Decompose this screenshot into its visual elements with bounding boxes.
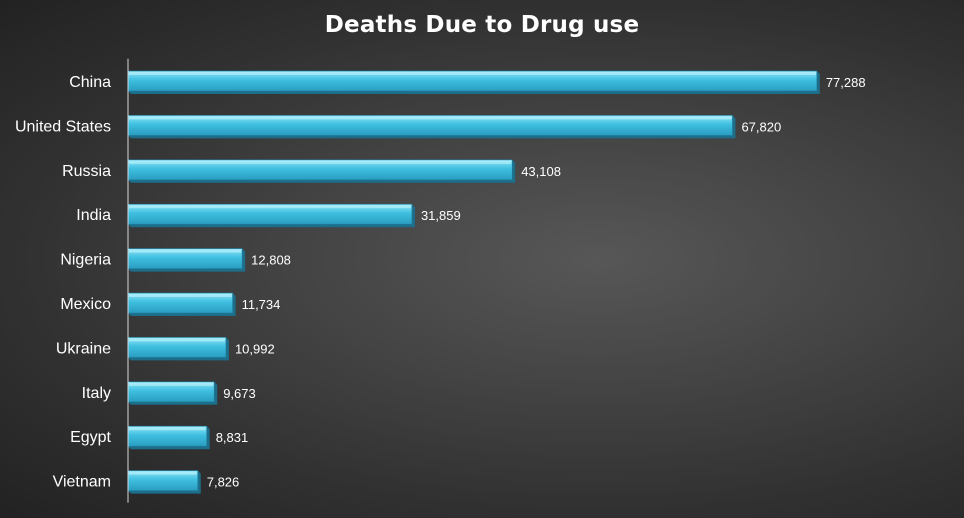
bar-highlight (129, 205, 411, 209)
bars-layer (127, 70, 820, 494)
bar-highlight (129, 160, 512, 164)
category-label: United States (15, 118, 111, 135)
bar-china (127, 70, 820, 94)
data-label: 67,820 (741, 119, 781, 134)
bar-depth (128, 248, 246, 272)
bar-india (127, 203, 415, 228)
data-label: 43,108 (521, 164, 561, 179)
category-label: India (76, 207, 111, 224)
bar-united-states (127, 115, 736, 139)
bar-depth (128, 71, 820, 94)
bar-highlight (129, 382, 214, 386)
bar-depth (128, 293, 236, 316)
bar-egypt (127, 425, 210, 450)
bar-highlight (129, 471, 197, 475)
bar-highlight (129, 72, 816, 75)
data-label: 9,673 (223, 386, 256, 401)
bar-vietnam (127, 470, 201, 494)
data-label: 11,734 (242, 297, 281, 312)
bar-mexico (127, 292, 236, 316)
chart-title: Deaths Due to Drug use (324, 12, 640, 38)
data-label: 7,826 (207, 475, 240, 490)
bar-depth (128, 381, 218, 405)
bar-italy (127, 381, 218, 405)
bar-highlight (129, 427, 206, 431)
bar-highlight (129, 338, 225, 342)
data-label: 10,992 (235, 341, 275, 356)
category-label: Ukraine (56, 340, 111, 357)
bar-depth (128, 470, 201, 494)
bar-russia (127, 159, 516, 183)
bar-highlight (129, 116, 732, 120)
category-label: Egypt (70, 429, 111, 446)
bar-depth (128, 204, 415, 228)
bar-depth (128, 159, 516, 183)
bar-highlight (129, 294, 232, 297)
data-label: 12,808 (251, 253, 291, 268)
category-label: China (69, 74, 111, 91)
bar-depth (128, 426, 210, 450)
category-label: Mexico (60, 296, 111, 313)
bar-ukraine (127, 337, 229, 361)
category-label: Vietnam (53, 474, 111, 491)
bar-highlight (129, 249, 242, 253)
category-label: Russia (62, 163, 111, 180)
data-label: 31,859 (421, 208, 461, 223)
bar-depth (128, 115, 736, 139)
data-label: 8,831 (216, 430, 249, 445)
bar-nigeria (127, 248, 246, 272)
category-label: Italy (82, 385, 111, 402)
category-label: Nigeria (60, 252, 111, 269)
bar-depth (128, 337, 229, 361)
labels-layer: China 77,288 United States 67,820 Russia 43,1… (15, 74, 866, 491)
data-label: 77,288 (826, 75, 866, 90)
